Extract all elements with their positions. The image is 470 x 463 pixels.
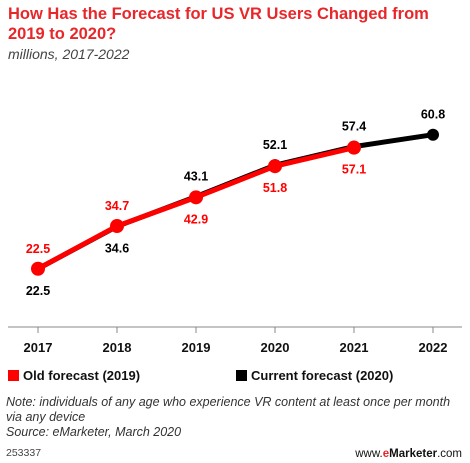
legend-swatch-current <box>236 370 247 381</box>
old-forecast-data-label: 51.8 <box>263 181 287 195</box>
legend-label-current: Current forecast (2020) <box>251 368 394 383</box>
brand-name: Marketer <box>389 448 438 460</box>
x-tick-label: 2019 <box>182 340 211 355</box>
old-forecast-data-label: 34.7 <box>105 199 129 213</box>
current-forecast-data-label: 34.6 <box>105 241 129 255</box>
current-forecast-data-label: 22.5 <box>26 284 50 298</box>
current-forecast-point <box>427 128 439 141</box>
legend: Old forecast (2019) Current forecast (20… <box>0 368 470 386</box>
x-tick-label: 2017 <box>24 340 53 355</box>
legend-item-current: Current forecast (2020) <box>236 368 393 383</box>
old-forecast-line <box>35 145 357 272</box>
legend-item-old: Old forecast (2019) <box>8 368 140 383</box>
line-chart: 2017 2018 2019 2020 2021 2022 22.5 34.7 42.9 51.8… <box>8 108 462 355</box>
brand-logo[interactable]: www.eMarketer.com <box>355 448 462 460</box>
x-tick-label: 2018 <box>103 340 132 355</box>
old-forecast-point <box>110 219 124 234</box>
legend-label-old: Old forecast (2019) <box>23 368 141 383</box>
current-forecast-data-label: 43.1 <box>184 170 208 184</box>
legend-swatch-old <box>8 370 19 381</box>
chart-title: How Has the Forecast for US VR Users Cha… <box>8 5 429 43</box>
old-forecast-data-label: 57.1 <box>342 163 366 177</box>
old-forecast-point <box>189 190 203 205</box>
source-text: Source: eMarketer, March 2020 <box>6 425 182 439</box>
note-text: Note: individuals of any age who experie… <box>6 395 451 424</box>
old-forecast-point <box>31 261 45 276</box>
old-forecast-point <box>347 140 361 155</box>
x-tick-label: 2022 <box>419 340 448 355</box>
footnote: Note: individuals of any age who experie… <box>6 395 466 440</box>
x-tick-label: 2020 <box>261 340 290 355</box>
old-forecast-point <box>268 159 282 174</box>
brand-e: e <box>382 448 390 460</box>
brand-prefix: www. <box>355 448 383 460</box>
current-forecast-data-label: 57.4 <box>342 120 366 134</box>
old-forecast-data-label: 42.9 <box>184 212 208 226</box>
chart-subtitle: millions, 2017-2022 <box>8 46 130 62</box>
old-forecast-data-label: 22.5 <box>26 242 50 256</box>
chart-id: 253337 <box>6 447 42 459</box>
brand-suffix: .com <box>437 448 462 460</box>
current-forecast-data-label: 52.1 <box>263 138 287 152</box>
current-forecast-data-label: 60.8 <box>421 108 445 122</box>
current-forecast-line <box>35 132 436 272</box>
x-tick-label: 2021 <box>340 340 369 355</box>
